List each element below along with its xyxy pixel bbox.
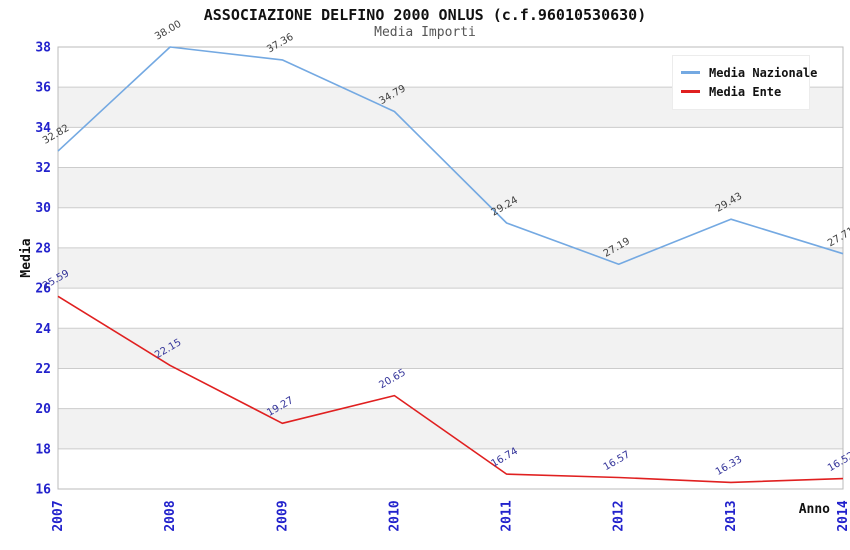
x-tick-label: 2010 (387, 500, 402, 531)
legend-item-media-ente: Media Ente (681, 82, 801, 101)
point-label: 16.74 (490, 446, 520, 470)
legend: Media Nazionale Media Ente (672, 55, 817, 110)
x-tick-label: 2013 (724, 500, 739, 531)
point-label: 16.33 (714, 454, 744, 478)
x-tick-label: 2014 (836, 500, 850, 531)
band (58, 328, 843, 369)
point-label: 16.52 (826, 450, 850, 474)
series-line-nazionale (57, 46, 844, 266)
legend-label-ente: Media Ente (709, 84, 782, 99)
x-tick-label: 2007 (51, 500, 66, 531)
y-tick-label: 32 (35, 161, 51, 176)
x-tick-label: 2012 (612, 500, 627, 531)
band (58, 167, 843, 208)
legend-line-swatch-nazionale (681, 71, 700, 74)
y-tick-label: 16 (35, 483, 51, 498)
x-tick-label: 2011 (500, 500, 515, 531)
y-tick-label: 24 (35, 322, 51, 337)
y-tick-label: 34 (35, 121, 51, 136)
y-tick-label: 38 (35, 41, 51, 56)
legend-line-swatch-ente (681, 90, 700, 93)
y-tick-label: 26 (35, 282, 51, 297)
series-line-ente (57, 295, 844, 484)
legend-label-nazionale: Media Nazionale (709, 65, 818, 80)
point-label: 37.36 (265, 32, 295, 56)
legend-item-media-nazionale: Media Nazionale (681, 63, 817, 82)
y-tick-label: 30 (35, 201, 51, 216)
band (58, 247, 843, 289)
chart-title: ASSOCIAZIONE DELFINO 2000 ONLUS (c.f.960… (203, 6, 647, 24)
y-tick-label: 20 (35, 402, 51, 417)
x-axis-title: Anno (799, 502, 830, 517)
x-tick-label: 2009 (275, 500, 290, 531)
plot-border (57, 46, 844, 490)
y-tick-label: 22 (35, 362, 51, 377)
y-tick-label: 18 (35, 442, 51, 457)
point-label: 16.57 (602, 449, 632, 473)
point-label: 20.65 (377, 367, 407, 391)
point-label: 38.00 (153, 19, 183, 43)
y-tick-label: 36 (35, 81, 51, 96)
chart-subtitle: Media Importi (374, 25, 476, 40)
y-axis-title: Media (19, 238, 34, 277)
band (58, 408, 843, 449)
y-tick-label: 28 (35, 241, 51, 256)
x-tick-label: 2008 (163, 500, 178, 531)
point-label: 27.71 (826, 225, 850, 249)
